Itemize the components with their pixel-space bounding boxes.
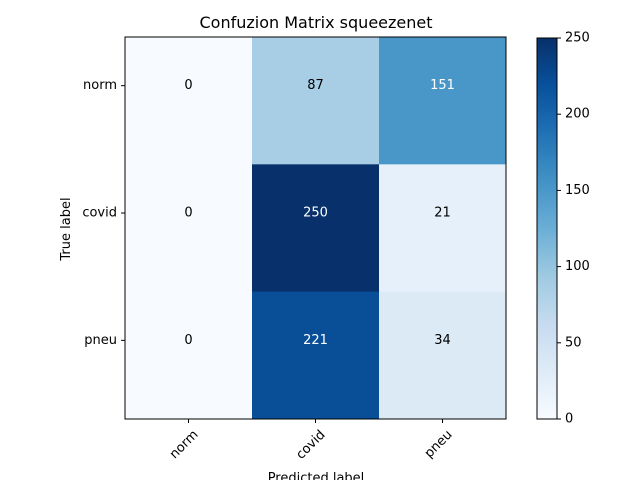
cell-value-label: 151 (430, 78, 455, 93)
heatmap-cell-covid-norm (125, 164, 253, 293)
colorbar-tick-label: 150 (565, 183, 590, 198)
colorbar (536, 37, 558, 420)
x-tick-label: norm (167, 427, 202, 462)
heatmap-cell-pneu-covid (252, 291, 380, 420)
heatmap-cell-norm-covid (252, 37, 380, 165)
cell-value-label: 21 (434, 206, 451, 221)
heatmap-cells (125, 37, 507, 420)
cell-value-label: 34 (434, 333, 451, 348)
cell-value-label: 87 (307, 78, 324, 93)
colorbar-tick-label: 50 (565, 335, 582, 350)
heatmap-cell-norm-pneu (379, 37, 507, 165)
colorbar-tick-label: 0 (565, 412, 573, 427)
colorbar-ticks: 0 50 100 150 200 250 (557, 31, 590, 427)
colorbar-tick-label: 250 (565, 31, 590, 46)
x-tick-label: pneu (422, 427, 456, 461)
x-axis-label: Predicted label (268, 471, 365, 480)
heatmap-cell-covid-covid (252, 164, 380, 293)
cell-value-label: 0 (184, 78, 192, 93)
heatmap-cell-norm-norm (125, 37, 253, 165)
y-tick-label: norm (83, 78, 117, 93)
axes: norm covid pneu norm covid pneu (82, 36, 507, 463)
heatmap-cell-pneu-norm (125, 291, 253, 420)
colorbar-tick-label: 200 (565, 107, 590, 122)
cell-value-label: 0 (184, 333, 192, 348)
cell-value-label: 0 (184, 206, 192, 221)
y-tick-label: covid (82, 206, 117, 221)
cell-value-label: 250 (303, 206, 328, 221)
heatmap-cell-covid-pneu (379, 164, 507, 293)
cell-value-labels: 0 87 151 0 250 21 0 221 34 (184, 78, 455, 348)
y-axis-label: True label (59, 197, 74, 261)
y-tick-label: pneu (84, 333, 117, 348)
heatmap-cell-pneu-pneu (379, 291, 507, 420)
chart-title: Confuzion Matrix squeezenet (199, 13, 432, 32)
x-tick-label: covid (293, 427, 328, 462)
cell-value-label: 221 (303, 333, 328, 348)
colorbar-tick-label: 100 (565, 259, 590, 274)
